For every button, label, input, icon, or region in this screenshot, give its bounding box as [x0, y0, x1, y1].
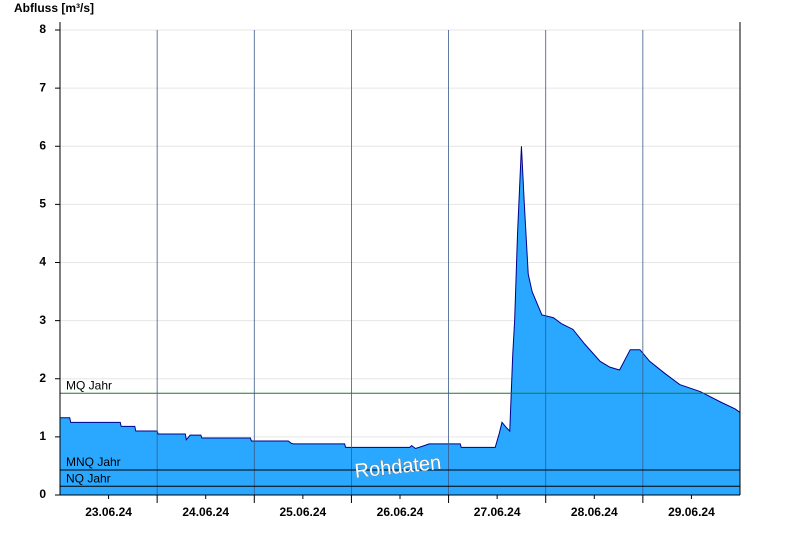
x-tick-label: 26.06.24	[377, 505, 424, 519]
area-line	[60, 146, 741, 450]
y-tick-label: 4	[39, 255, 46, 269]
y-tick-label: 3	[39, 313, 46, 327]
x-tick-label: 23.06.24	[85, 505, 132, 519]
reference-label: MQ Jahr	[66, 378, 112, 392]
y-axis-label: Abfluss [m³/s]	[14, 1, 94, 15]
x-tick-label: 29.06.24	[668, 505, 715, 519]
y-tick-label: 1	[39, 429, 46, 443]
reference-label: MNQ Jahr	[66, 455, 121, 469]
x-tick-label: 28.06.24	[571, 505, 618, 519]
y-tick-label: 5	[39, 197, 46, 211]
x-tick-label: 24.06.24	[182, 505, 229, 519]
area	[60, 146, 740, 495]
y-tick-label: 2	[39, 371, 46, 385]
reference-label: NQ Jahr	[66, 471, 111, 485]
y-tick-label: 7	[39, 80, 46, 94]
x-tick-label: 27.06.24	[474, 505, 521, 519]
y-tick-label: 8	[39, 22, 46, 36]
y-tick-label: 6	[39, 138, 46, 152]
y-tick-label: 0	[39, 487, 46, 501]
x-tick-label: 25.06.24	[279, 505, 326, 519]
